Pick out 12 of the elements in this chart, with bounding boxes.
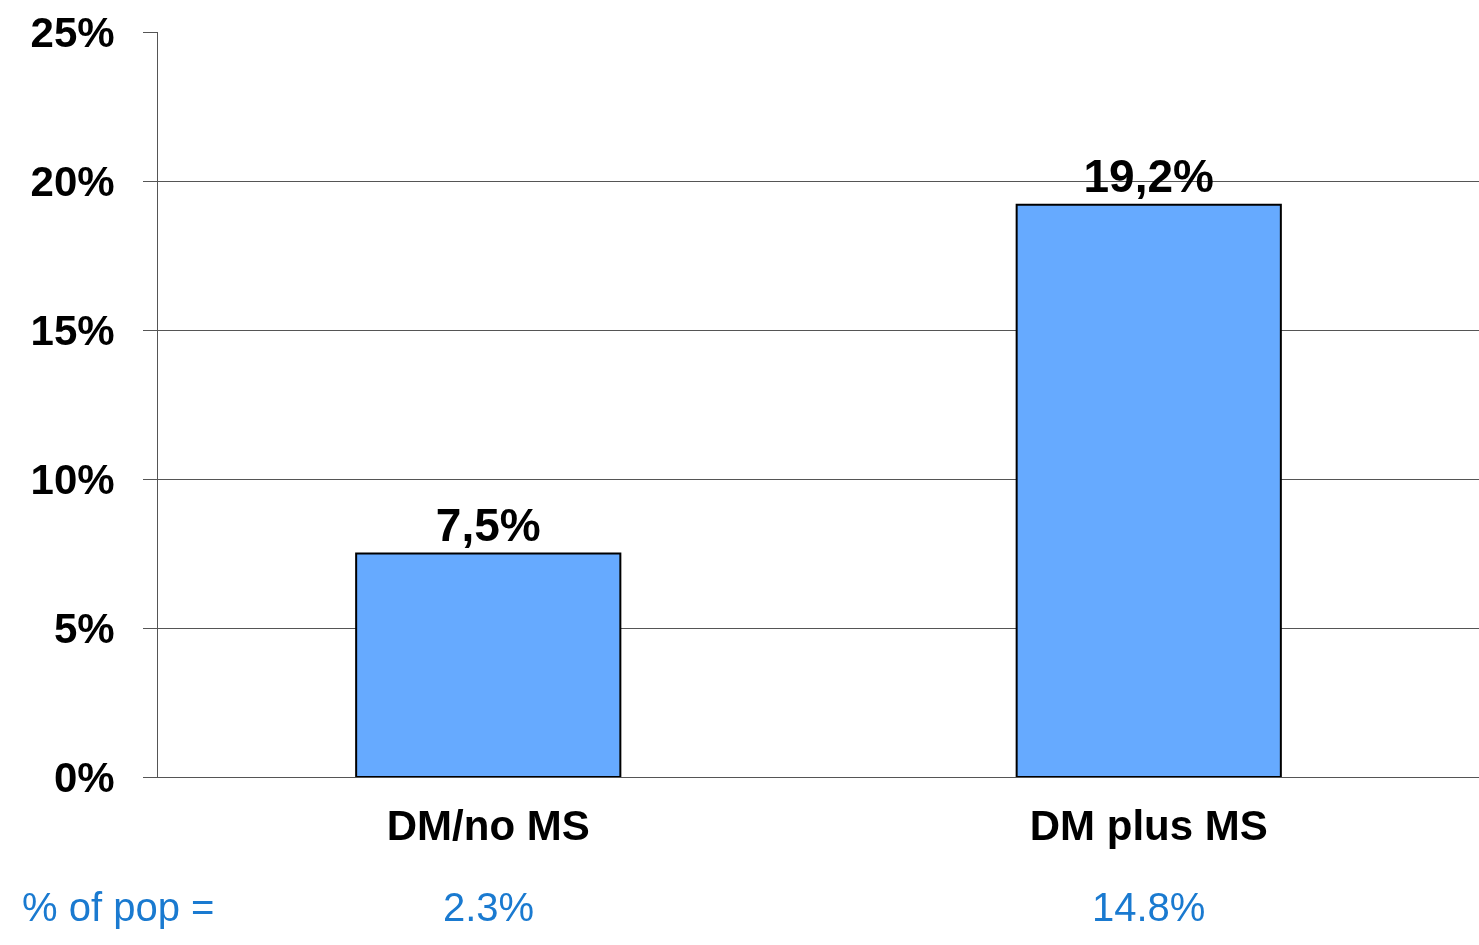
- x-tick-label: DM/no MS: [386, 802, 590, 850]
- y-tick-label: 0%: [53, 753, 115, 801]
- y-tick-label: 15%: [30, 306, 115, 354]
- y-tick-label: 25%: [30, 8, 115, 56]
- x-tick-label: DM plus MS: [1029, 802, 1268, 850]
- y-tick-label: 10%: [30, 455, 115, 503]
- data-label: 7,5%: [435, 498, 541, 551]
- text: % of pop =: [22, 885, 215, 929]
- text: 14.8%: [1092, 885, 1206, 929]
- text: 2.3%: [443, 885, 535, 929]
- y-tick-label: 20%: [30, 157, 115, 205]
- y-tick-label: 5%: [53, 604, 115, 652]
